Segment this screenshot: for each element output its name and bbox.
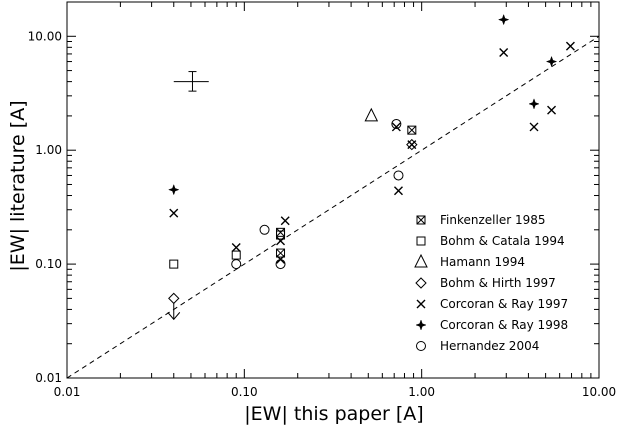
- y-tick-label: 0.01: [35, 371, 62, 385]
- data-point: [231, 250, 241, 260]
- series-1: [169, 230, 286, 269]
- series-2: [364, 107, 379, 122]
- data-point: [406, 138, 418, 151]
- marker-box: [416, 215, 426, 225]
- legend-marker: [414, 253, 428, 268]
- x-tick-label: 0.10: [231, 385, 258, 399]
- data-point: [168, 183, 180, 196]
- data-point: [407, 140, 417, 150]
- data-point: [391, 122, 401, 132]
- x-axis-title: |EW| this paper [A]: [244, 403, 423, 425]
- marker-cross: [407, 125, 417, 135]
- legend-marker: [415, 277, 427, 289]
- legend-marker: [416, 215, 426, 225]
- marker-cross: [276, 227, 285, 237]
- x-tick-label: 10.00: [582, 385, 616, 399]
- marker-cross: [416, 215, 426, 225]
- series-3: [168, 138, 418, 305]
- data-point: [169, 208, 179, 218]
- data-point: [565, 41, 575, 51]
- legend-marker: [415, 319, 427, 331]
- data-point: [407, 125, 417, 135]
- legend-marker: [416, 299, 426, 309]
- x-tick-label: 0.01: [54, 385, 81, 399]
- data-point: [276, 230, 286, 240]
- y-tick-label: 10.00: [28, 29, 62, 43]
- data-point: [393, 186, 403, 196]
- x-tick-label: 1.00: [408, 385, 435, 399]
- one-to-one-line: [66, 35, 600, 379]
- data-point: [364, 107, 379, 122]
- upper-limit-arrow: [167, 303, 181, 321]
- data-point: [497, 13, 510, 26]
- legend: Finkenzeller 1985 Bohm & Catala 1994 Haman…: [414, 213, 568, 353]
- data-point: [393, 170, 404, 181]
- y-tick-label: 1.00: [35, 143, 62, 157]
- y-tick-label: 0.10: [35, 257, 62, 271]
- data-point: [547, 105, 557, 115]
- plot-area: 0.01 0.10 1.00 10.00 0.01 0.10 1.00 10.00: [28, 1, 616, 399]
- data-point: [169, 259, 179, 269]
- data-point: [499, 48, 509, 58]
- legend-marker: [416, 236, 426, 246]
- data-point: [529, 122, 539, 132]
- legend-label: Corcoran & Ray 1998: [440, 318, 568, 332]
- legend-marker: [416, 341, 426, 351]
- legend-label: Corcoran & Ray 1997: [440, 297, 568, 311]
- data-point: [276, 236, 286, 246]
- legend-label: Hernandez 2004: [440, 339, 539, 353]
- legend-label: Bohm & Hirth 1997: [440, 276, 556, 290]
- series-0: [276, 125, 417, 258]
- data-point: [280, 216, 290, 226]
- data-point: [168, 292, 180, 305]
- data-point: [545, 55, 558, 68]
- data-point: [275, 259, 286, 270]
- data-point: [231, 242, 241, 252]
- data-point: [276, 227, 286, 237]
- data-point: [528, 98, 540, 110]
- legend-label: Bohm & Catala 1994: [440, 234, 565, 248]
- legend-label: Finkenzeller 1985: [440, 213, 546, 227]
- series-6: [231, 118, 404, 270]
- marker-box: [276, 248, 286, 258]
- y-axis-title: |EW| literature [A]: [7, 100, 29, 271]
- series-5: [168, 13, 558, 196]
- data-point: [391, 118, 402, 129]
- marker-box: [407, 125, 417, 135]
- data-point: [231, 259, 242, 270]
- series-4: [169, 41, 575, 264]
- data-point: [259, 224, 270, 235]
- legend-label: Hamann 1994: [440, 255, 525, 269]
- plot-frame: [66, 1, 600, 379]
